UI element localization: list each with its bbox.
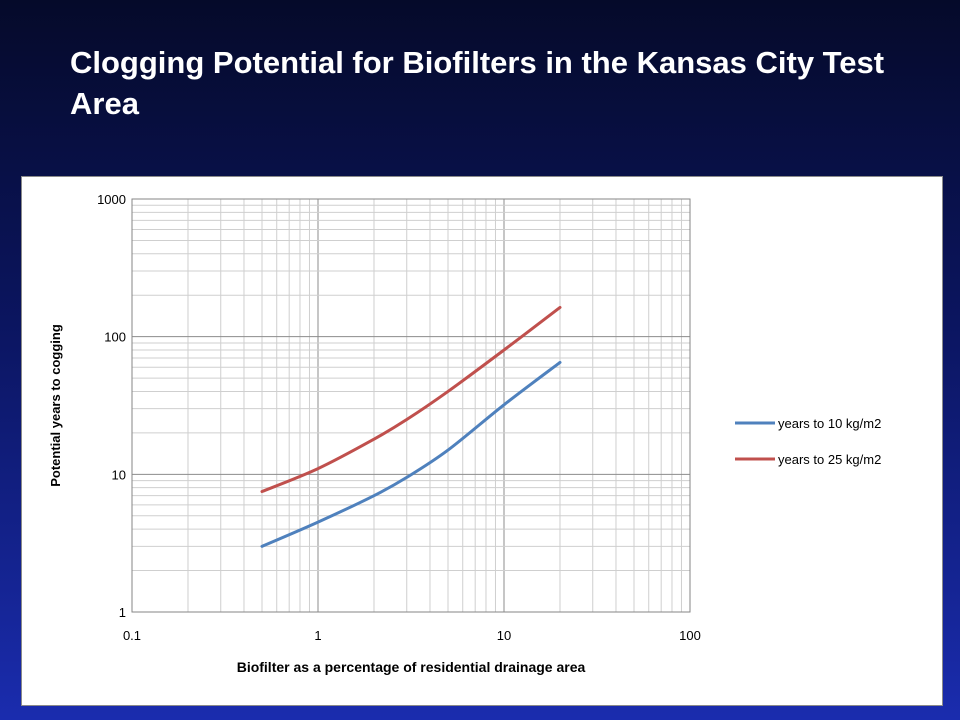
y-tick-labels: 1 10 100 1000 xyxy=(97,192,126,620)
y-tick-label: 1 xyxy=(119,605,126,620)
y-tick-label: 100 xyxy=(104,330,126,345)
grid xyxy=(131,199,690,613)
y-tick-label: 10 xyxy=(112,467,126,482)
series-line-2 xyxy=(260,305,562,494)
legend-label: years to 25 kg/m2 xyxy=(778,452,881,467)
x-tick-label: 10 xyxy=(497,628,511,643)
x-tick-label: 1 xyxy=(314,628,321,643)
series-line-1 xyxy=(260,360,562,548)
chart-container: 1 10 100 1000 0.1 1 10 100 Potential years to … xyxy=(21,176,943,706)
series-lines xyxy=(260,305,562,548)
y-tick-label: 1000 xyxy=(97,192,126,207)
y-axis-label: Potential years to cogging xyxy=(48,324,63,487)
line-chart: 1 10 100 1000 0.1 1 10 100 Potential years to … xyxy=(48,192,881,675)
x-tick-label: 100 xyxy=(679,628,701,643)
plot-area xyxy=(131,198,691,613)
legend-label: years to 10 kg/m2 xyxy=(778,416,881,431)
legend: years to 10 kg/m2 years to 25 kg/m2 xyxy=(735,416,881,467)
x-tick-labels: 0.1 1 10 100 xyxy=(123,628,701,643)
slide-title: Clogging Potential for Biofilters in the… xyxy=(70,45,885,121)
x-axis-label: Biofilter as a percentage of residential… xyxy=(237,659,586,675)
x-tick-label: 0.1 xyxy=(123,628,141,643)
